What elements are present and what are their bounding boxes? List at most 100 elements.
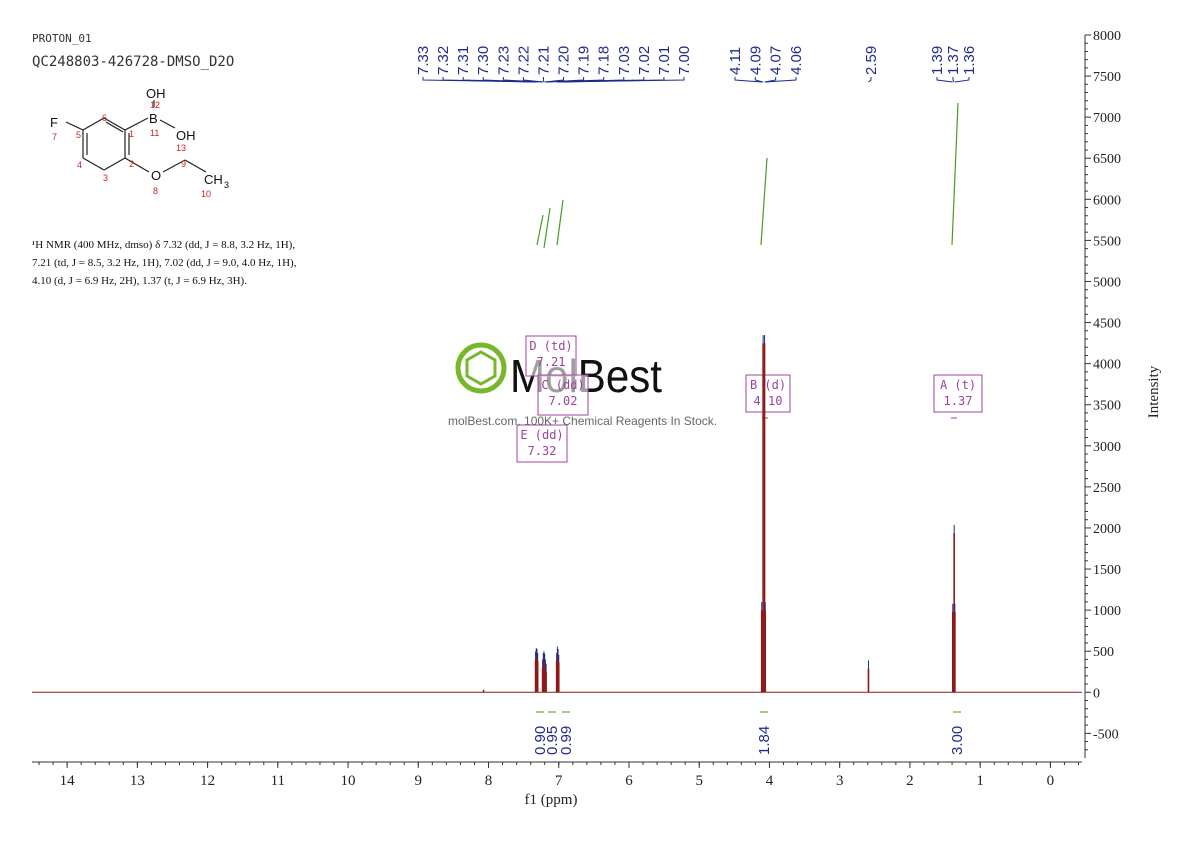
peak-shift-label: 7.31 — [455, 46, 472, 75]
x-axis-label: f1 (ppm) — [525, 792, 578, 808]
y-tick-label: 3500 — [1093, 399, 1121, 414]
atom-ch3: CH — [204, 172, 223, 187]
multiplet-group: D (td) 7.21 C (dd) 7.02 E (dd) 7.32 B (d) 4.10 A… — [516, 335, 983, 463]
multiplet-label: B (d) — [750, 378, 786, 392]
peak-shift-label: 7.19 — [576, 46, 593, 75]
y-axis-label: Intensity — [1146, 365, 1162, 418]
integral-group: 0.900.950.99 1.84 3.00 — [532, 102, 966, 755]
y-tick-label: 5000 — [1093, 275, 1121, 290]
multiplet-label: C (dd) — [541, 378, 584, 392]
peak-leader-line — [936, 77, 953, 83]
peak-shift-label: 2.59 — [863, 46, 880, 75]
x-tick-label: 1 — [976, 773, 984, 789]
x-tick-label: 11 — [271, 773, 285, 789]
x-tick-label: 0 — [1047, 773, 1055, 789]
atom-o: O — [151, 168, 161, 183]
integral-value: 3.00 — [949, 726, 966, 755]
peak-shift-label: 1.37 — [945, 46, 962, 75]
atom-number-6: 6 — [102, 113, 107, 123]
atom-number-7: 7 — [52, 132, 57, 142]
peak-shift-label: 1.36 — [961, 46, 978, 75]
atom-number-5: 5 — [76, 130, 81, 140]
multiplet-shift: 7.02 — [549, 394, 578, 408]
peak-shift-label: 7.21 — [535, 46, 552, 75]
peak-shift-label: 7.20 — [556, 46, 573, 75]
peak-leader-line — [558, 77, 685, 83]
atom-number-8: 8 — [153, 186, 158, 196]
multiplet-shift: 7.21 — [537, 355, 566, 369]
peak-leader-line — [482, 77, 538, 83]
multiplet-shift: 7.32 — [528, 444, 557, 458]
y-tick-label: 1500 — [1093, 563, 1121, 578]
atom-oh-top: OH — [146, 86, 166, 101]
atom-number-10: 10 — [201, 189, 211, 199]
atom-number-2: 2 — [129, 159, 134, 169]
y-tick-label: 6500 — [1093, 152, 1121, 167]
atom-number-12: 12 — [150, 100, 160, 110]
peak-leader-line — [952, 77, 955, 83]
x-tick-label: 10 — [341, 773, 356, 789]
nmr-description-line-3: 4.10 (d, J = 6.9 Hz, 2H), 1.37 (t, J = 6… — [32, 275, 247, 287]
multiplet-box — [745, 374, 791, 413]
peak-shift-label: 7.02 — [636, 46, 653, 75]
integral-curve — [951, 102, 959, 246]
experiment-name: PROTON_01 — [32, 32, 92, 45]
y-tick-label: 5500 — [1093, 234, 1121, 249]
nmr-description-line-2: 7.21 (td, J = 8.5, 3.2 Hz, 1H), 7.02 (dd… — [32, 257, 297, 269]
chart-axes: -500050010001500200025003000350040004500… — [32, 29, 1121, 789]
peak-shift-label: 1.39 — [929, 46, 946, 75]
peak-shift-label: 7.18 — [596, 46, 613, 75]
sample-name: QC248803-426728-DMSO_D2O — [32, 54, 234, 70]
x-tick-label: 7 — [555, 773, 563, 789]
multiplet-shift: 4.10 — [754, 394, 783, 408]
peak-shift-label: 7.30 — [475, 46, 492, 75]
multiplet-box — [933, 374, 983, 413]
multiplet-box — [525, 335, 577, 377]
y-tick-label: 4000 — [1093, 358, 1121, 373]
peak-leader-line — [734, 77, 762, 83]
peak-leader-line — [765, 77, 797, 83]
peak-shift-label: 7.22 — [515, 46, 532, 75]
peak-shift-label: 7.32 — [435, 46, 452, 75]
atom-number-11: 11 — [150, 128, 159, 138]
atom-b: B — [149, 111, 158, 126]
atom-oh-right: OH — [176, 128, 196, 143]
y-tick-label: 0 — [1093, 686, 1100, 701]
x-tick-label: 5 — [695, 773, 703, 789]
atom-number-9: 9 — [181, 159, 186, 169]
peak-leader-line — [502, 77, 543, 83]
atom-number-13: 13 — [176, 143, 186, 153]
x-tick-label: 6 — [625, 773, 633, 789]
atom-number-1: 1 — [129, 129, 134, 139]
multiplet-label: E (dd) — [520, 428, 563, 442]
multiplet-label: A (t) — [940, 378, 976, 392]
multiplet-box — [516, 424, 568, 463]
integral-value: 0.95 — [544, 726, 561, 755]
peak-shift-label: 4.09 — [747, 46, 764, 75]
x-tick-label: 8 — [485, 773, 493, 789]
integral-curve — [536, 214, 544, 246]
integral-curve — [556, 199, 564, 246]
peak-shift-label: 7.03 — [616, 46, 633, 75]
y-tick-label: 2000 — [1093, 522, 1121, 537]
x-tick-label: 13 — [130, 773, 145, 789]
x-tick-label: 9 — [415, 773, 423, 789]
molbest-logo-hexagon — [465, 350, 497, 386]
y-tick-label: 1000 — [1093, 604, 1121, 619]
multiplet-label: D (td) — [529, 339, 572, 353]
y-tick-label: 6000 — [1093, 193, 1121, 208]
molbest-logo-icon — [455, 342, 507, 394]
peak-leader-line — [522, 77, 544, 83]
y-tick-label: 8000 — [1093, 29, 1121, 44]
peak-shift-label: 4.06 — [788, 46, 805, 75]
spectrum-group — [32, 335, 1082, 693]
y-tick-label: 7500 — [1093, 70, 1121, 85]
chemical-structure — [65, 100, 207, 173]
y-tick-label: 2500 — [1093, 481, 1121, 496]
atom-number-3: 3 — [103, 173, 108, 183]
x-tick-label: 2 — [906, 773, 914, 789]
atom-number-4: 4 — [77, 160, 82, 170]
peak-shift-label: 7.33 — [415, 46, 432, 75]
molbest-tagline: molBest.com, 100K+ Chemical Reagents In … — [448, 414, 717, 428]
